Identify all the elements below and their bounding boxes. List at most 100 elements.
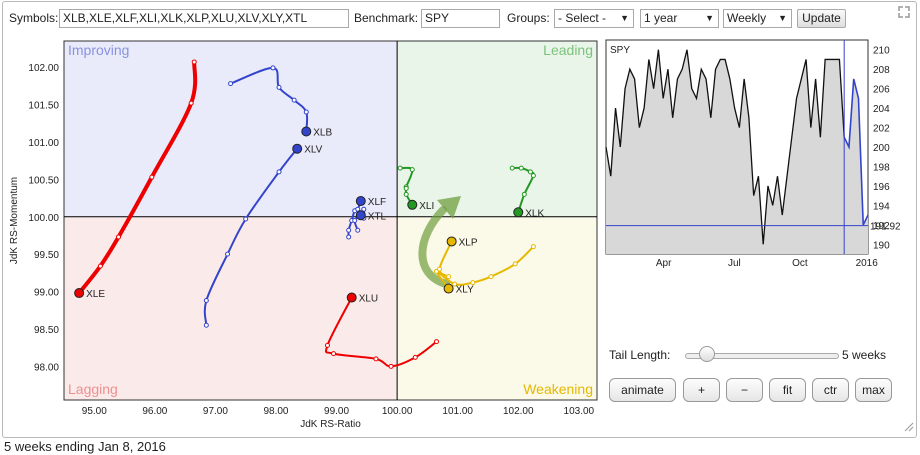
tail-point-XTL xyxy=(361,206,367,212)
plot-frame xyxy=(63,40,598,401)
x-axis-title: JdK RS-Ratio xyxy=(300,419,361,430)
rrg-chart[interactable]: Improving Leading Lagging Weakening 95.00 96.… xyxy=(9,40,598,430)
series-label-XLV: XLV xyxy=(304,145,322,156)
quadrant-label-lagging: Lagging xyxy=(68,381,118,397)
tail-point-XLB xyxy=(270,65,276,71)
head-point-XLP xyxy=(446,236,457,247)
tail-length-slider[interactable] xyxy=(685,353,839,359)
series-label-XLB: XLB xyxy=(313,127,332,138)
tail-point-XLP xyxy=(446,274,452,280)
spy-line-recent xyxy=(843,78,869,226)
tail-length-value: 5 weeks xyxy=(842,348,887,362)
weakening-quadrant xyxy=(397,216,597,400)
head-point-XLV xyxy=(292,143,303,154)
y-tick-label: 101.00 xyxy=(28,138,59,149)
series-label-XLP: XLP xyxy=(459,237,478,248)
quadrant-label-weakening: Weakening xyxy=(523,381,593,397)
y-tick-label: 102.00 xyxy=(28,63,59,74)
tail-point-XLB xyxy=(276,84,282,90)
tail-point-XLE xyxy=(191,59,197,65)
groups-select[interactable]: - Select - ▼ xyxy=(554,9,634,28)
quadrant-label-improving: Improving xyxy=(68,42,129,58)
spy-x-tick-label: Jul xyxy=(728,258,741,269)
tail-point-XLU xyxy=(433,339,439,345)
resize-icon[interactable] xyxy=(904,422,914,432)
tail-point-XLE xyxy=(116,234,122,240)
spy-title: SPY xyxy=(610,45,630,56)
y-tick-label: 98.50 xyxy=(34,325,59,336)
tail-length-control: Tail Length: 5 weeks xyxy=(609,346,909,364)
frequency-select[interactable]: Weekly ▼ xyxy=(723,9,792,28)
head-point-XLY xyxy=(443,283,454,294)
tail-point-XLY xyxy=(470,280,476,286)
y-tick-label: 101.50 xyxy=(28,101,59,112)
tail-point-XLU xyxy=(324,342,330,348)
period-select[interactable]: 1 year ▼ xyxy=(640,9,719,28)
quadrant-label-leading: Leading xyxy=(543,42,593,58)
groups-select-value: - Select - xyxy=(558,11,607,25)
y-tick-label: 98.00 xyxy=(34,362,59,373)
tail-length-label: Tail Length: xyxy=(609,348,671,362)
tail-point-XLV xyxy=(225,251,231,257)
spy-line xyxy=(605,49,845,245)
spy-y-tick-label: 196 xyxy=(873,182,890,193)
tail-point-XLE xyxy=(97,263,103,269)
footer-caption: 5 weeks ending Jan 8, 2016 xyxy=(4,439,166,454)
tail-point-XLK xyxy=(518,165,524,171)
expand-icon[interactable] xyxy=(898,6,910,18)
tail-length-slider-thumb[interactable] xyxy=(699,346,715,362)
symbols-input[interactable]: XLB,XLE,XLF,XLI,XLK,XLP,XLU,XLV,XLY,XTL xyxy=(59,9,349,28)
zoom-in-button[interactable]: + xyxy=(683,378,720,402)
spy-x-tick-label: Oct xyxy=(792,258,808,269)
spy-current-value: 191.92 xyxy=(870,222,901,233)
zoom-out-button[interactable]: − xyxy=(726,378,763,402)
groups-label: Groups: xyxy=(507,11,550,25)
series-label-XLU: XLU xyxy=(359,294,378,305)
animate-button[interactable]: animate xyxy=(609,378,676,402)
spy-y-tick-label: 204 xyxy=(873,104,890,115)
center-button[interactable]: ctr xyxy=(812,378,849,402)
x-tick-label: 101.00 xyxy=(442,406,473,417)
spy-chart: SPY 190 192 194 196 198 200 202 204 206 208 210 191.… xyxy=(605,39,901,269)
series-label-XLK: XLK xyxy=(525,208,544,219)
tail-XLV xyxy=(203,147,299,327)
head-point-XTL xyxy=(355,210,366,221)
fit-button[interactable]: fit xyxy=(769,378,806,402)
symbols-label: Symbols: xyxy=(9,11,59,25)
head-point-XLU xyxy=(346,292,357,303)
tail-point-XLP xyxy=(437,266,443,272)
head-point-XLI xyxy=(407,199,418,210)
tail-point-XLB xyxy=(228,81,234,87)
tail-point-XTL xyxy=(352,218,358,223)
series-label-XLF: XLF xyxy=(368,197,386,208)
update-button[interactable]: Update xyxy=(797,9,846,28)
benchmark-label: Benchmark: xyxy=(354,11,419,25)
tail-point-XLV xyxy=(203,298,209,304)
tail-point-XLI xyxy=(403,191,409,197)
tail-point-XLK xyxy=(527,169,533,175)
max-button[interactable]: max xyxy=(855,378,892,402)
spy-y-tick-label: 198 xyxy=(873,162,890,173)
tail-point-XLE xyxy=(149,174,155,180)
tail-point-XLU xyxy=(373,356,379,362)
tail-point-XLB xyxy=(291,97,297,103)
benchmark-input[interactable]: SPY xyxy=(421,9,500,28)
y-tick-label: 99.50 xyxy=(34,250,59,261)
tail-point-XLK xyxy=(521,191,527,197)
spy-y-tick-label: 206 xyxy=(873,85,890,96)
tail-point-XLI xyxy=(397,165,403,171)
period-select-value: 1 year xyxy=(644,11,678,25)
tail-point-XLU xyxy=(412,354,418,360)
spy-y-tick-label: 190 xyxy=(873,240,890,251)
spy-y-tick-label: 210 xyxy=(873,46,890,57)
rotation-arrow xyxy=(418,206,450,288)
tail-point-XLY xyxy=(488,274,494,280)
chevron-down-icon: ▼ xyxy=(620,13,629,23)
tail-point-XTL xyxy=(355,227,361,233)
spy-area xyxy=(606,49,868,255)
tail-point-XLV xyxy=(276,169,282,175)
tail-point-XLI xyxy=(403,185,409,191)
tail-point-XLY xyxy=(452,281,458,287)
tail-point-XLK xyxy=(509,165,515,171)
spy-y-tick-label: 192 xyxy=(873,221,890,232)
